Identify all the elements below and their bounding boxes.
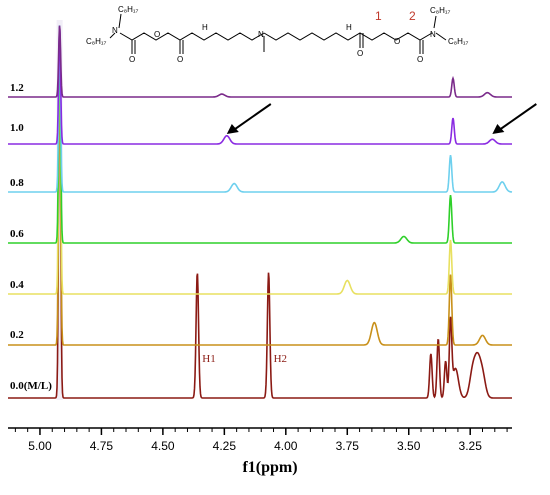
peak-annotations: H1 H2 <box>202 103 537 365</box>
x-tick-label: 3.50 <box>397 439 421 453</box>
series-label: 1.0 <box>10 122 24 134</box>
spectrum-line-08 <box>8 25 513 193</box>
row-labels: 0.0(M/L) 0.2 0.4 0.6 0.8 1.0 1.2 <box>10 82 52 392</box>
alkyl-label-bottom-right: C₈H₁₇ <box>448 37 469 46</box>
x-tick-label: 3.75 <box>336 439 360 453</box>
atom-o: O <box>417 55 423 64</box>
x-tick-label: 5.00 <box>28 439 52 453</box>
x-axis: 5.00 4.75 4.50 4.25 4.00 3.75 3.50 3.25 <box>8 427 512 453</box>
position-label-2: 2 <box>409 9 416 23</box>
spectrum-line-02 <box>8 27 512 346</box>
bond <box>118 13 122 29</box>
x-tick-label: 4.50 <box>151 439 175 453</box>
atom-n-left: N <box>112 26 118 35</box>
atom-o: O <box>129 55 135 64</box>
series-label: 0.2 <box>10 329 24 341</box>
molecule-structure: C₈H₁₇ C₈H₁₇ N O O O H N H O O O <box>86 5 469 64</box>
arrow-shaft <box>230 103 272 133</box>
atom-o: O <box>154 30 160 39</box>
alkyl-label-top-right: C₈H₁₇ <box>430 6 451 15</box>
arrow-head <box>492 124 505 134</box>
atom-n-center: N <box>258 30 264 39</box>
series-label: 1.2 <box>10 82 24 94</box>
atom-o: O <box>177 55 183 64</box>
peak-label-h1: H1 <box>202 353 215 365</box>
spectrum-line-06 <box>8 26 512 244</box>
spectrum-line-10 <box>8 26 512 145</box>
arrow-head <box>226 124 239 134</box>
arrow-shaft <box>495 103 537 133</box>
alkyl-label-bottom-left: C₈H₁₇ <box>86 37 107 46</box>
atom-nh: H <box>202 23 208 32</box>
bond <box>433 15 437 29</box>
series-label: 0.4 <box>10 279 24 291</box>
series-label: 0.6 <box>10 228 24 240</box>
x-tick-label: 4.00 <box>274 439 298 453</box>
atom-o: O <box>394 37 400 46</box>
peak-highlight-band <box>56 20 63 400</box>
x-tick-label: 4.25 <box>213 439 237 453</box>
position-label-1: 1 <box>375 9 382 23</box>
alkyl-label-top-left: C₈H₁₇ <box>118 5 139 14</box>
spectrum-line-12 <box>8 25 512 98</box>
series-label: 0.8 <box>10 177 24 189</box>
spectra-traces <box>8 20 513 400</box>
series-label: 0.0(M/L) <box>10 380 52 392</box>
x-tick-label: 4.75 <box>90 439 114 453</box>
x-tick-label: 3.25 <box>459 439 483 453</box>
bond <box>435 32 447 41</box>
atom-n-right: N <box>430 30 436 39</box>
spectrum-line-00ML <box>8 31 512 399</box>
peak-label-h2: H2 <box>274 353 287 365</box>
atom-o: O <box>357 49 363 58</box>
atom-nh: H <box>346 23 352 32</box>
backbone-left <box>119 32 265 41</box>
backbone-right <box>263 32 433 41</box>
spectrum-line-04 <box>8 26 512 295</box>
bond <box>109 32 116 39</box>
x-axis-title: f1(ppm) <box>242 459 297 476</box>
